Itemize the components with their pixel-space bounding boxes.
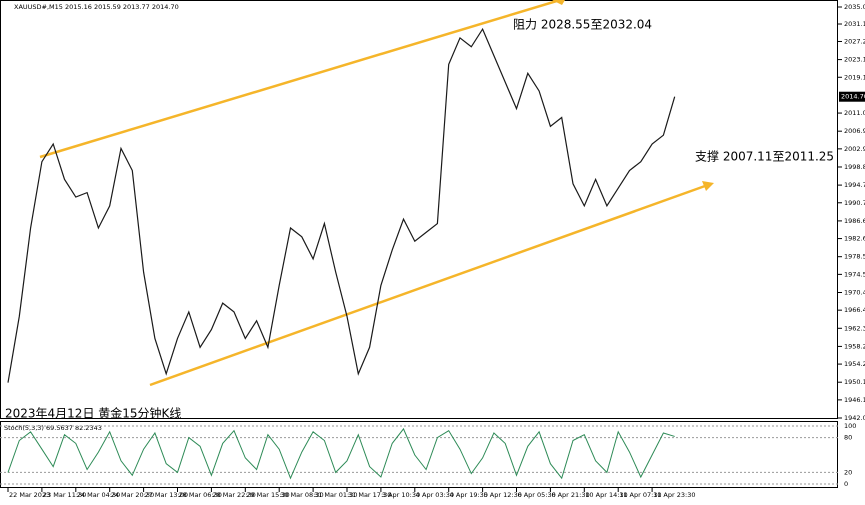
osc-tick-label: 0 (844, 480, 848, 488)
osc-tick-label: 100 (844, 422, 856, 430)
oscillator-panel (0, 421, 838, 488)
y-tick-label: 2006.90 (844, 127, 865, 135)
y-tick-label: 1966.40 (844, 306, 865, 314)
price-line (7, 27, 676, 383)
y-tick-label: 2023.10 (844, 56, 865, 64)
y-tick-label: 2035.00 (844, 3, 865, 11)
resistance-line (39, 0, 561, 159)
y-tick-label: 1998.80 (844, 163, 865, 171)
x-tick-label: 11 Apr 07:30 (619, 491, 661, 499)
y-tick-label: 1986.60 (844, 217, 865, 225)
annotation: 阻力 2028.55至2032.04 (513, 18, 652, 32)
y-tick-label: 1974.50 (844, 270, 865, 278)
price-marker-label: 2014.70 (841, 93, 865, 101)
y-tick-label: 2019.10 (844, 73, 865, 81)
y-tick-label: 1978.50 (844, 253, 865, 261)
x-tick-label: 4 Apr 19:30 (450, 491, 488, 499)
price-panel (0, 0, 838, 419)
x-tick-label: 27 Mar 13:00 (145, 491, 188, 499)
price-marker (839, 91, 865, 102)
support-line (149, 184, 706, 387)
x-tick-label: 23 Mar 11:30 (43, 491, 86, 499)
x-tick-label: 3 Apr 10:30 (382, 491, 420, 499)
y-tick-label: 1994.70 (844, 181, 865, 189)
caption: 2023年4月12日 黄金15分钟K线 (5, 406, 181, 421)
x-tick-label: 10 Apr 14:30 (585, 491, 627, 499)
x-tick-label: 5 Apr 12:30 (484, 491, 522, 499)
osc-tick-label: 20 (844, 468, 852, 476)
y-tick-label: 1942.00 (844, 414, 865, 422)
x-tick-label: 22 Mar 2023 (9, 491, 50, 499)
y-tick-label: 1950.10 (844, 378, 865, 386)
annotation: 支撑 2007.11至2011.25 (695, 149, 834, 164)
y-tick-label: 2011.00 (844, 109, 865, 117)
x-tick-label: 29 Mar 15:30 (246, 491, 289, 499)
arrow-head (702, 181, 714, 191)
oscillator-title: Stoch(5,3,3) 69.5637 82.2343 (4, 424, 102, 432)
x-tick-label: 6 Apr 21:30 (551, 491, 589, 499)
arrow-head (552, 0, 565, 5)
x-tick-label: 28 Mar 06:30 (179, 491, 222, 499)
x-tick-label: 28 Mar 22:30 (212, 491, 255, 499)
y-tick-label: 1954.20 (844, 360, 865, 368)
x-tick-label: 30 Mar 08:30 (280, 491, 323, 499)
y-tick-label: 2027.20 (844, 37, 865, 45)
y-tick-label: 2031.15 (844, 20, 865, 28)
osc-line (7, 427, 675, 480)
y-tick-label: 1958.20 (844, 342, 865, 350)
symbol-header: XAUUSD#,M15 2015.16 2015.59 2013.77 2014… (14, 3, 179, 11)
x-tick-label: 11 Apr 23:30 (653, 491, 695, 499)
x-tick-label: 6 Apr 05:30 (518, 491, 556, 499)
x-tick-label: 24 Mar 20:30 (111, 491, 154, 499)
y-tick-label: 2002.90 (844, 145, 865, 153)
osc-tick-label: 80 (844, 434, 852, 442)
y-tick-label: 1990.70 (844, 199, 865, 207)
y-tick-label: 1962.30 (844, 324, 865, 332)
x-tick-label: 31 Mar 01:30 (314, 491, 357, 499)
y-tick-label: 1970.40 (844, 288, 865, 296)
x-tick-label: 24 Mar 04:30 (77, 491, 120, 499)
y-tick-label: 1982.60 (844, 235, 865, 243)
x-tick-label: 31 Mar 17:30 (348, 491, 391, 499)
y-tick-label: 1946.10 (844, 396, 865, 404)
x-tick-label: 4 Apr 03:30 (416, 491, 454, 499)
